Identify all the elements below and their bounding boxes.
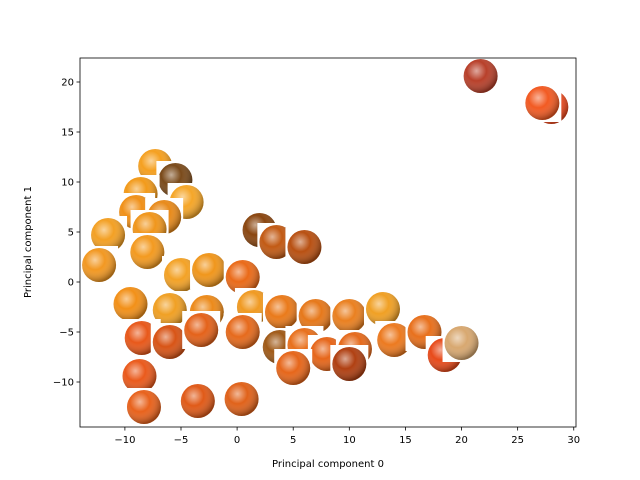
x-tick-label: 10 xyxy=(343,435,356,446)
y-tick-label: −5 xyxy=(59,328,74,339)
data-point-fruit-thumbnail xyxy=(128,233,167,271)
data-point-fruit-thumbnail xyxy=(89,216,128,254)
data-point-fruit-thumbnail xyxy=(150,323,189,361)
data-point-fruit-thumbnail xyxy=(442,324,481,362)
data-point-fruit-thumbnail xyxy=(285,228,324,266)
x-tick-label: 25 xyxy=(511,435,524,446)
x-tick-label: −5 xyxy=(174,435,189,446)
y-axis-ticks: −10 −5 0 5 10 15 20 xyxy=(53,78,80,389)
y-tick-label: 5 xyxy=(68,228,74,239)
x-tick-label: 0 xyxy=(234,435,240,446)
data-point-fruit-thumbnail xyxy=(262,293,301,331)
data-point-fruit-thumbnail xyxy=(223,258,262,296)
data-point-fruit-thumbnail xyxy=(222,380,261,418)
data-point-fruit-thumbnail xyxy=(223,313,262,351)
x-axis-label: Principal component 0 xyxy=(272,459,384,470)
y-tick-label: 15 xyxy=(61,128,74,139)
data-point-fruit-thumbnail xyxy=(178,382,217,420)
data-point-fruit-thumbnail xyxy=(111,285,150,323)
x-axis-ticks: −10 −5 0 5 10 15 20 25 30 xyxy=(114,427,580,446)
x-tick-label: 30 xyxy=(567,435,580,446)
data-point-fruit-thumbnail xyxy=(80,246,119,284)
y-tick-label: 10 xyxy=(61,178,74,189)
data-point-fruit-thumbnail xyxy=(190,251,229,289)
data-point-fruit-thumbnail xyxy=(124,388,163,426)
data-point-fruit-thumbnail xyxy=(523,84,562,122)
x-tick-label: 5 xyxy=(290,435,296,446)
data-point-fruit-thumbnail xyxy=(330,345,369,383)
data-point-fruit-thumbnail xyxy=(182,311,221,349)
plot-frame xyxy=(79,57,577,428)
x-tick-label: 15 xyxy=(399,435,412,446)
data-point-fruit-thumbnail xyxy=(330,297,369,335)
x-tick-label: 20 xyxy=(455,435,468,446)
points-layer xyxy=(80,58,571,426)
y-tick-label: −10 xyxy=(53,378,74,389)
y-axis-label: Principal component 1 xyxy=(23,186,34,298)
x-tick-label: −10 xyxy=(114,435,135,446)
data-point-fruit-thumbnail xyxy=(274,349,313,387)
y-tick-label: 0 xyxy=(68,278,74,289)
y-tick-label: 20 xyxy=(61,78,74,89)
data-point-fruit-thumbnail xyxy=(461,58,500,95)
